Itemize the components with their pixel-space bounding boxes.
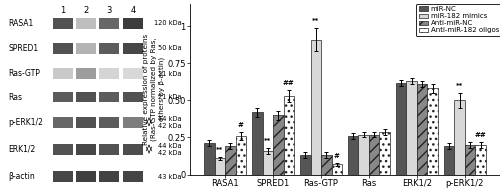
- Bar: [369, 134, 380, 175]
- Bar: [123, 18, 142, 29]
- Bar: [76, 68, 96, 79]
- Bar: [100, 117, 119, 128]
- Bar: [406, 81, 417, 175]
- Bar: [123, 92, 142, 102]
- Bar: [476, 145, 486, 175]
- Text: 44 kDa
42 kDa: 44 kDa 42 kDa: [158, 116, 182, 129]
- Text: 2: 2: [84, 6, 88, 15]
- Text: 44 kDa
42 kDa: 44 kDa 42 kDa: [158, 143, 182, 156]
- Text: 43 kDa: 43 kDa: [158, 174, 182, 179]
- Text: SPRED1: SPRED1: [8, 44, 38, 53]
- Bar: [225, 146, 235, 175]
- Bar: [76, 171, 96, 182]
- Bar: [76, 92, 96, 102]
- Bar: [321, 155, 332, 175]
- Text: 1: 1: [60, 6, 65, 15]
- Bar: [348, 136, 358, 175]
- Bar: [52, 68, 72, 79]
- Bar: [52, 117, 72, 128]
- Bar: [252, 112, 262, 175]
- Text: ##: ##: [475, 132, 486, 138]
- Bar: [204, 143, 214, 175]
- Text: ERK1/2: ERK1/2: [8, 145, 36, 154]
- Bar: [417, 84, 428, 175]
- Bar: [123, 171, 142, 182]
- Text: **: **: [312, 18, 320, 24]
- Text: RASA1: RASA1: [8, 19, 34, 28]
- Bar: [76, 144, 96, 155]
- Legend: miR-NC, miR-182 mimics, Anti-miR-NC, Anti-miR-182 oligos: miR-NC, miR-182 mimics, Anti-miR-NC, Ant…: [416, 3, 500, 36]
- Bar: [100, 43, 119, 54]
- Text: #: #: [238, 122, 244, 128]
- Bar: [123, 43, 142, 54]
- Bar: [52, 171, 72, 182]
- Bar: [123, 68, 142, 79]
- Text: 21 kDa: 21 kDa: [158, 71, 182, 77]
- Text: #: #: [334, 153, 340, 159]
- Text: 50 kDa: 50 kDa: [158, 46, 182, 51]
- Bar: [123, 144, 142, 155]
- Bar: [428, 88, 438, 175]
- Bar: [100, 18, 119, 29]
- Text: **: **: [456, 83, 464, 89]
- Text: 120 kDa: 120 kDa: [154, 20, 182, 26]
- Bar: [76, 117, 96, 128]
- Bar: [76, 43, 96, 54]
- Text: β-actin: β-actin: [8, 172, 36, 181]
- Y-axis label: Relative expression of proteins
(Ras-GTP normalized by Ras,
others by β-actin): Relative expression of proteins (Ras-GTP…: [142, 34, 165, 145]
- Bar: [52, 92, 72, 102]
- Bar: [100, 68, 119, 79]
- Text: **: **: [216, 147, 224, 153]
- Text: Ras-GTP: Ras-GTP: [8, 69, 40, 78]
- Bar: [100, 171, 119, 182]
- Bar: [465, 145, 475, 175]
- Bar: [380, 132, 390, 175]
- Bar: [310, 40, 321, 175]
- Bar: [444, 146, 454, 175]
- Bar: [300, 155, 310, 175]
- Bar: [123, 117, 142, 128]
- Text: 4: 4: [130, 6, 136, 15]
- Bar: [262, 151, 273, 175]
- Text: 3: 3: [106, 6, 112, 15]
- Bar: [52, 43, 72, 54]
- Bar: [100, 144, 119, 155]
- Text: p-ERK1/2: p-ERK1/2: [8, 118, 43, 127]
- Bar: [76, 18, 96, 29]
- Text: **: **: [264, 138, 272, 144]
- Bar: [52, 144, 72, 155]
- Bar: [214, 158, 225, 175]
- Bar: [273, 115, 283, 175]
- Bar: [358, 134, 369, 175]
- Bar: [396, 83, 406, 175]
- Bar: [100, 92, 119, 102]
- Bar: [454, 100, 465, 175]
- Bar: [52, 18, 72, 29]
- Bar: [236, 136, 246, 175]
- Text: Ras: Ras: [8, 93, 22, 101]
- Text: 21 kDa: 21 kDa: [158, 94, 182, 100]
- Bar: [284, 96, 294, 175]
- Bar: [332, 164, 342, 175]
- Text: ##: ##: [283, 80, 294, 86]
